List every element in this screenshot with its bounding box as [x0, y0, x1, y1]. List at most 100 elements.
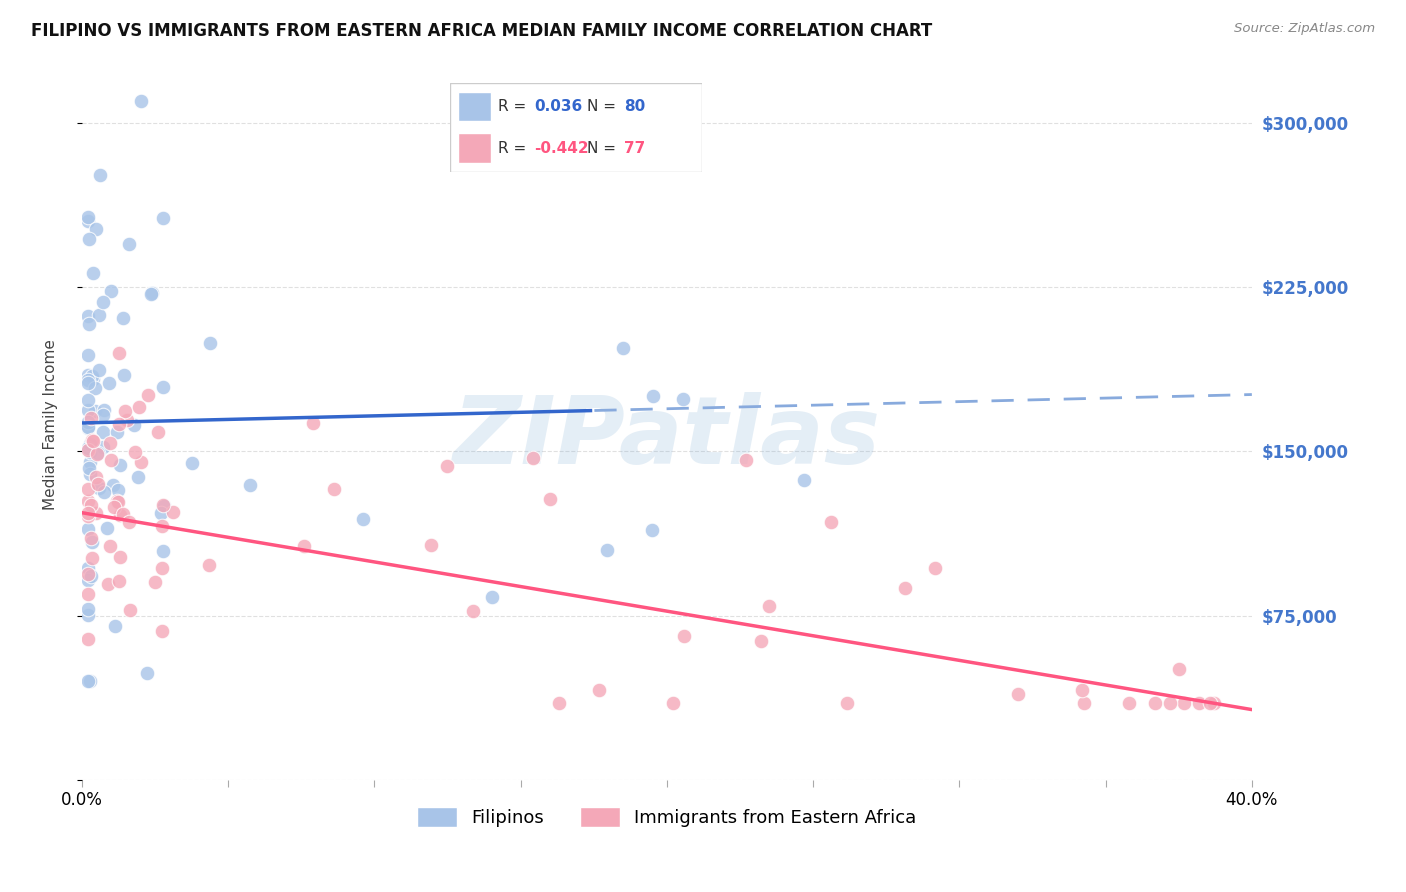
Point: [1199, 696, 1222, 710]
Point: [97, 577, 120, 591]
Point: [131, 95, 153, 109]
Point: [118, 236, 141, 251]
Point: [97, 376, 120, 391]
Point: [198, 335, 221, 350]
Point: [76, 601, 98, 615]
Point: [76, 309, 98, 323]
Point: [87, 482, 110, 496]
Point: [79, 467, 101, 482]
Point: [152, 211, 174, 225]
Point: [112, 507, 135, 521]
Point: [461, 604, 484, 618]
Point: [93, 485, 115, 500]
Point: [548, 696, 571, 710]
Point: [79, 455, 101, 469]
Point: [82, 434, 104, 448]
Point: [107, 346, 129, 360]
Point: [100, 452, 122, 467]
Point: [108, 508, 131, 523]
Point: [77, 482, 100, 496]
Point: [837, 696, 859, 710]
Point: [76, 506, 98, 520]
Point: [152, 380, 174, 394]
Point: [115, 413, 138, 427]
Point: [76, 509, 98, 524]
Point: [1007, 687, 1029, 701]
Point: [76, 561, 98, 575]
Point: [136, 388, 159, 402]
Point: [76, 566, 98, 581]
Point: [108, 417, 131, 431]
Point: [612, 341, 634, 355]
Point: [352, 512, 374, 526]
Point: [136, 666, 159, 681]
Point: [93, 403, 115, 417]
Point: [538, 491, 561, 506]
Point: [76, 674, 98, 689]
Point: [110, 458, 132, 472]
Point: [1168, 662, 1191, 676]
Point: [79, 232, 101, 246]
Point: [98, 435, 121, 450]
Point: [1173, 696, 1195, 710]
Point: [89, 168, 111, 182]
Point: [152, 498, 174, 512]
Point: [91, 440, 114, 454]
Point: [141, 286, 163, 301]
Point: [87, 446, 110, 460]
Point: [894, 581, 917, 595]
Point: [76, 573, 98, 587]
Point: [79, 674, 101, 689]
Point: [77, 317, 100, 331]
Point: [84, 404, 107, 418]
Point: [292, 539, 315, 553]
Point: [124, 445, 146, 459]
Point: [76, 494, 98, 508]
Point: [662, 696, 685, 710]
Point: [76, 211, 98, 225]
Point: [150, 624, 173, 639]
Point: [82, 368, 104, 383]
Point: [149, 506, 172, 520]
Point: [80, 569, 103, 583]
Point: [96, 521, 118, 535]
Point: [91, 295, 114, 310]
Point: [127, 470, 149, 484]
Point: [1188, 696, 1211, 710]
Point: [481, 590, 503, 604]
Point: [77, 587, 100, 601]
Point: [197, 558, 219, 573]
Point: [87, 362, 110, 376]
Point: [80, 410, 103, 425]
Y-axis label: Median Family Income: Median Family Income: [44, 339, 58, 509]
Point: [76, 441, 98, 455]
Text: FILIPINO VS IMMIGRANTS FROM EASTERN AFRICA MEDIAN FAMILY INCOME CORRELATION CHAR: FILIPINO VS IMMIGRANTS FROM EASTERN AFRI…: [31, 22, 932, 40]
Point: [820, 516, 842, 530]
Point: [735, 453, 758, 467]
Point: [84, 469, 107, 483]
Point: [104, 618, 127, 632]
Point: [80, 551, 103, 566]
Point: [82, 372, 104, 386]
Point: [1073, 696, 1095, 710]
Point: [79, 531, 101, 545]
Point: [76, 214, 98, 228]
Point: [76, 632, 98, 646]
Point: [152, 499, 174, 513]
Point: [76, 348, 98, 362]
Point: [420, 538, 443, 552]
Point: [793, 473, 815, 487]
Point: [107, 483, 129, 497]
Text: ZIPatlas: ZIPatlas: [453, 392, 880, 484]
Point: [302, 416, 325, 430]
Point: [672, 392, 695, 407]
Point: [91, 408, 114, 422]
Point: [117, 515, 139, 529]
Point: [749, 634, 772, 648]
Point: [82, 266, 104, 280]
Point: [105, 425, 128, 439]
Point: [152, 544, 174, 558]
Point: [112, 368, 135, 382]
Point: [664, 114, 686, 128]
Point: [1143, 696, 1166, 710]
